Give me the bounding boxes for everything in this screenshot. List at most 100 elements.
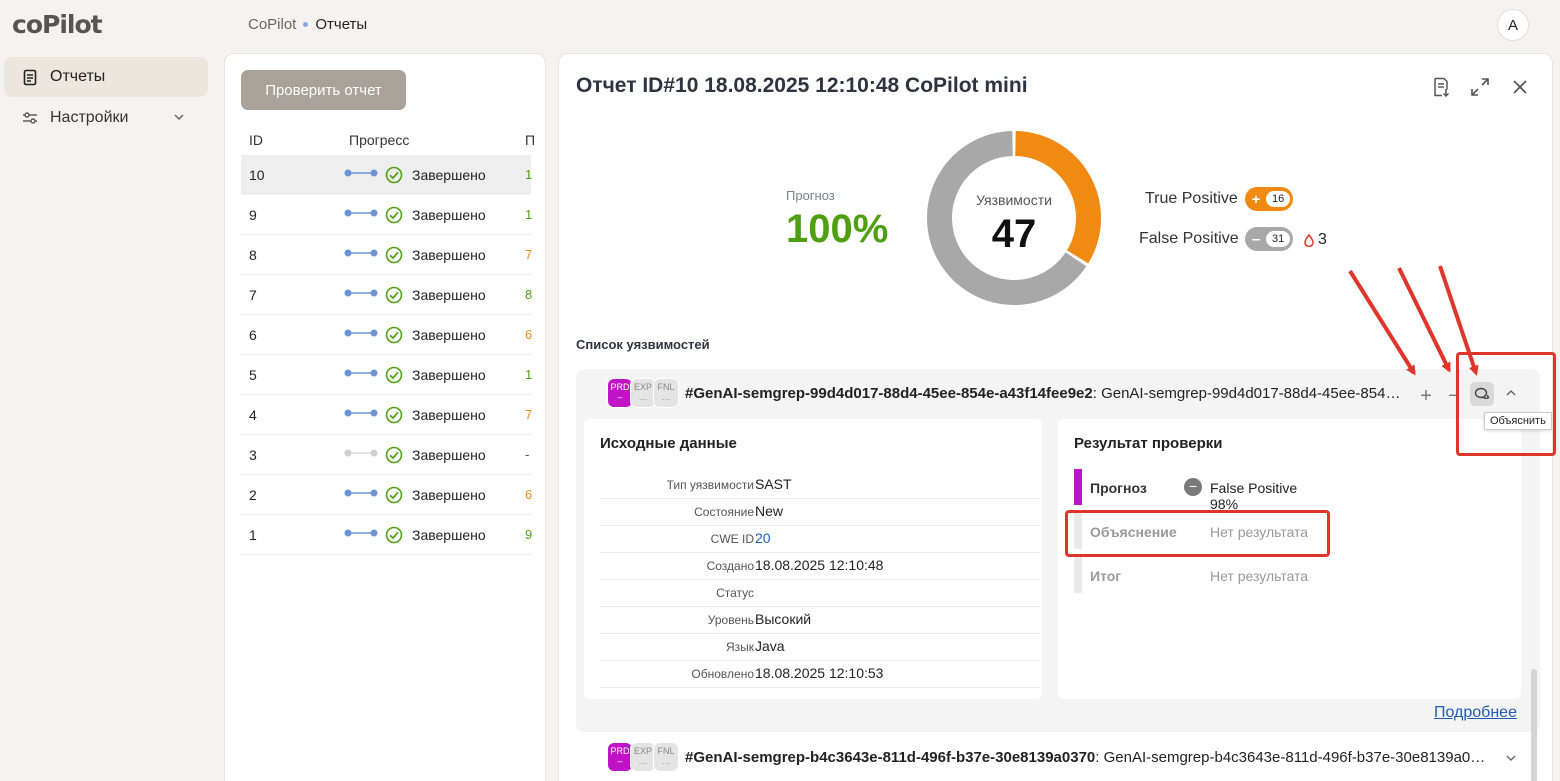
progress-steps-icon <box>344 409 378 417</box>
check-circle-icon <box>385 526 403 544</box>
breadcrumb-app[interactable]: CoPilot <box>248 16 297 33</box>
vuln-card-expanded: Исходные данные Тип уязвимости SAST Состоя… <box>576 369 1540 732</box>
source-field-key: Тип уязвимости <box>666 478 754 492</box>
reports-table-body: 10 Завершено 1 9 Завершено 1 8 Завершено 7 7 Завер… <box>241 155 533 555</box>
check-circle-icon <box>385 206 403 224</box>
chevron-down-icon[interactable] <box>1505 753 1517 763</box>
mark-true-positive-button[interactable]: + <box>1420 385 1432 407</box>
avatar[interactable]: A <box>1497 9 1529 41</box>
app-logo: coPilot <box>12 10 103 39</box>
progress-steps-icon <box>344 529 378 537</box>
row-id: 4 <box>249 406 257 423</box>
sidebar-item-label: Настройки <box>50 109 129 126</box>
false-positive-count: 31 <box>1266 231 1291 247</box>
source-field-value: Java <box>755 638 785 654</box>
row-id: 2 <box>249 486 257 503</box>
progress-steps-icon <box>344 289 378 297</box>
check-result-title: Результат проверки <box>1074 435 1223 452</box>
true-positive-pill[interactable]: + 16 <box>1245 187 1294 211</box>
row-id: 10 <box>249 166 265 183</box>
row-status: Завершено <box>412 526 486 543</box>
row-id: 1 <box>249 526 257 543</box>
row-status: Завершено <box>412 406 486 423</box>
check-report-button[interactable]: Проверить отчет <box>241 70 406 110</box>
explanation-bar <box>1074 513 1082 549</box>
drop-icon <box>1304 233 1314 247</box>
row-status: Завершено <box>412 246 486 263</box>
chat-bubbles-icon <box>1474 387 1490 399</box>
breadcrumb-separator <box>303 22 309 27</box>
more-details-link[interactable]: Подробнее <box>1434 704 1517 721</box>
progress-steps-icon <box>344 369 378 377</box>
column-header-progress[interactable]: Прогресс <box>349 132 410 148</box>
row-status: Завершено <box>412 366 486 383</box>
reports-table-header: ID Прогресс П <box>241 132 535 154</box>
close-icon[interactable] <box>1509 76 1531 98</box>
chevron-down-icon[interactable] <box>172 110 186 124</box>
explain-tooltip: Объяснить <box>1484 412 1552 430</box>
document-icon <box>23 69 37 85</box>
row-truncated-value: 8 <box>525 287 533 302</box>
row-status: Завершено <box>412 486 486 503</box>
vuln-item-title[interactable]: #GenAI-semgrep-99d4d017-88d4-45ee-854e-a… <box>685 385 1405 402</box>
table-row[interactable]: 3 Завершено - <box>241 435 531 475</box>
source-field-row: Статус <box>600 580 1040 607</box>
check-circle-icon <box>385 246 403 264</box>
sidebar-item-reports[interactable]: Отчеты <box>4 57 208 97</box>
column-header-truncated[interactable]: П <box>525 132 536 148</box>
explain-button[interactable] <box>1470 382 1494 406</box>
source-field-row: Уровень Высокий <box>600 607 1040 634</box>
source-field-row: CWE ID 20 <box>600 526 1040 553</box>
table-row[interactable]: 1 Завершено 9 <box>241 515 533 555</box>
row-truncated-value: 6 <box>525 487 533 502</box>
table-row[interactable]: 9 Завершено 1 <box>241 195 532 235</box>
vuln-item-title[interactable]: #GenAI-semgrep-b4c3643e-811d-496f-b37e-3… <box>685 749 1490 766</box>
row-truncated-value: 1 <box>525 167 533 182</box>
donut-total: 47 <box>991 212 1037 256</box>
false-positive-pill[interactable]: – 31 <box>1245 227 1294 251</box>
result-value: Нет результата <box>1210 524 1309 540</box>
row-status: Завершено <box>412 326 486 343</box>
drop-count: 3 <box>1318 231 1327 248</box>
forecast-bar <box>1074 469 1082 505</box>
vuln-list-title: Список уязвимостей <box>576 337 710 352</box>
result-key: Прогноз <box>1090 480 1147 496</box>
table-row[interactable]: 8 Завершено 7 <box>241 235 532 275</box>
donut-label: Уязвимости <box>976 192 1052 208</box>
table-row[interactable]: 2 Завершено 6 <box>241 475 533 515</box>
report-title: Отчет ID#10 18.08.2025 12:10:48 CoPilot … <box>576 74 1028 97</box>
check-circle-icon <box>385 366 403 384</box>
sidebar-item-settings[interactable]: Настройки <box>4 98 208 138</box>
source-field-value[interactable]: 20 <box>755 530 771 546</box>
table-row[interactable]: 6 Завершено 6 <box>241 315 532 355</box>
row-truncated-value: 1 <box>525 367 533 382</box>
breadcrumb: CoPilot Отчеты <box>248 16 367 33</box>
mark-false-positive-button[interactable]: − <box>1448 385 1460 407</box>
check-result-box: Результат проверки Прогноз − False Posit… <box>1058 419 1521 699</box>
scrollbar[interactable] <box>1531 669 1537 781</box>
table-row[interactable]: 10 Завершено 1 <box>241 155 533 195</box>
table-row[interactable]: 5 Завершено 1 <box>241 355 533 395</box>
vuln-badges: PRD – EXP… FNL… <box>607 742 679 772</box>
result-value: Нет результата <box>1210 568 1309 584</box>
row-truncated-value: 9 <box>525 527 533 542</box>
result-value: False Positive 98% <box>1210 480 1298 512</box>
check-circle-icon <box>385 286 403 304</box>
chevron-up-icon[interactable] <box>1505 388 1517 398</box>
row-status: Завершено <box>412 446 486 463</box>
badge-exp: EXP… <box>630 378 656 408</box>
donut-segment-true-positive <box>1014 131 1101 264</box>
check-circle-icon <box>385 406 403 424</box>
source-field-row: Обновлено 18.08.2025 12:10:53 <box>600 661 1040 688</box>
column-header-id[interactable]: ID <box>249 132 263 148</box>
table-row[interactable]: 4 Завершено 7 <box>241 395 532 435</box>
source-field-key: Статус <box>716 586 754 600</box>
table-row[interactable]: 7 Завершено 8 <box>241 275 533 315</box>
row-id: 7 <box>249 286 257 303</box>
progress-steps-icon <box>344 489 378 497</box>
download-report-icon[interactable] <box>1430 76 1452 98</box>
source-field-key: Уровень <box>707 613 754 627</box>
row-id: 8 <box>249 246 257 263</box>
expand-icon[interactable] <box>1469 76 1491 98</box>
false-positive-label: False Positive <box>1139 230 1239 247</box>
